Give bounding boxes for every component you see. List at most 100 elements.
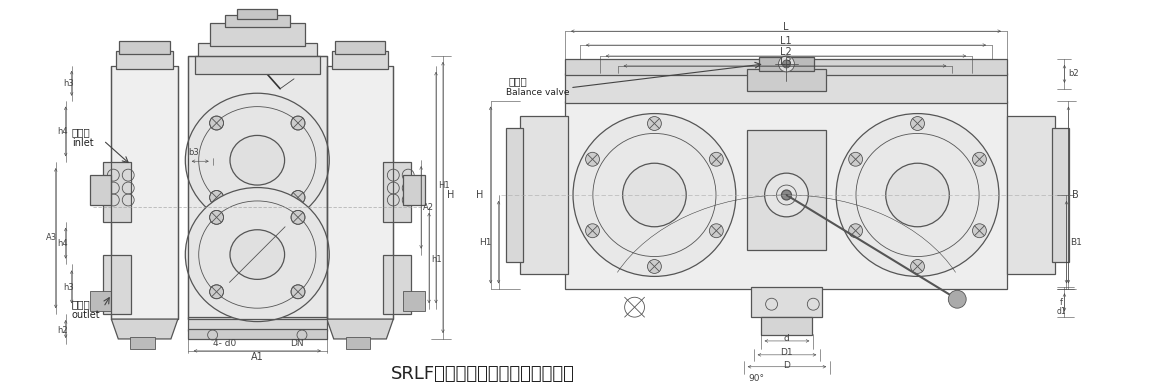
Text: 平衡阀: 平衡阀 [508, 76, 527, 86]
Bar [759, 57, 814, 71]
Circle shape [782, 190, 791, 200]
Text: Balance valve: Balance valve [506, 88, 569, 97]
Bar [565, 59, 1007, 75]
Bar [120, 41, 170, 54]
Bar [404, 291, 426, 311]
Bar [383, 255, 412, 314]
Circle shape [209, 191, 223, 204]
Text: H: H [476, 190, 484, 200]
Circle shape [911, 116, 925, 130]
Circle shape [886, 163, 949, 227]
Text: D1: D1 [780, 348, 792, 357]
Circle shape [622, 163, 687, 227]
Ellipse shape [230, 135, 284, 185]
Text: B: B [1073, 190, 1079, 200]
Bar [506, 128, 523, 262]
Text: 4- d0: 4- d0 [213, 340, 236, 348]
Bar [112, 66, 178, 319]
Text: D: D [783, 361, 790, 370]
Text: h2: h2 [58, 326, 68, 334]
Text: 出油口: 出油口 [71, 299, 91, 309]
Bar [104, 255, 131, 314]
Text: d1: d1 [1057, 307, 1066, 316]
Text: inlet: inlet [71, 139, 93, 148]
Bar [404, 175, 426, 205]
Text: b3: b3 [187, 148, 199, 157]
Text: DN: DN [290, 340, 304, 348]
Text: H: H [447, 190, 454, 200]
Bar [1051, 128, 1070, 262]
Text: h3: h3 [63, 283, 75, 292]
Bar [224, 15, 290, 27]
Text: b2: b2 [1068, 69, 1079, 78]
Text: B1: B1 [1071, 238, 1082, 247]
Text: h4: h4 [58, 127, 68, 136]
Circle shape [782, 60, 790, 68]
Circle shape [949, 290, 966, 308]
Circle shape [585, 224, 599, 238]
Bar [335, 41, 385, 54]
Circle shape [209, 116, 223, 130]
Bar [746, 130, 826, 249]
Text: 90°: 90° [749, 374, 765, 383]
Bar [187, 56, 327, 319]
Ellipse shape [185, 187, 329, 322]
Bar [383, 162, 412, 222]
Text: L1: L1 [780, 36, 791, 46]
Bar [90, 291, 112, 311]
Circle shape [209, 210, 223, 224]
Bar [751, 288, 822, 317]
Text: A2: A2 [423, 203, 434, 212]
Bar [104, 162, 131, 222]
Circle shape [291, 285, 305, 299]
Circle shape [765, 173, 808, 217]
Text: SRLF系列安装外形尺寸（可定制）: SRLF系列安装外形尺寸（可定制） [391, 365, 575, 383]
Bar [327, 66, 393, 319]
Text: A1: A1 [251, 352, 263, 362]
Bar [198, 43, 317, 66]
Circle shape [647, 116, 661, 130]
Bar [331, 51, 389, 69]
Circle shape [291, 116, 305, 130]
Text: outlet: outlet [71, 310, 100, 320]
Bar [187, 317, 327, 331]
Bar [187, 329, 327, 339]
Text: H1: H1 [480, 238, 491, 247]
Circle shape [973, 152, 987, 166]
Bar [565, 73, 1007, 103]
Circle shape [209, 285, 223, 299]
Circle shape [849, 224, 862, 238]
Bar [565, 100, 1007, 289]
Circle shape [585, 152, 599, 166]
Circle shape [710, 152, 723, 166]
Bar [760, 317, 812, 335]
Text: h4: h4 [58, 239, 68, 248]
Bar [1007, 116, 1055, 274]
Bar [521, 116, 568, 274]
Text: f: f [1059, 298, 1063, 307]
Bar [90, 175, 112, 205]
Polygon shape [112, 319, 178, 339]
Circle shape [973, 224, 987, 238]
Bar [346, 337, 370, 349]
Text: d: d [783, 334, 789, 343]
Bar [130, 337, 155, 349]
Circle shape [849, 152, 862, 166]
Text: L: L [783, 22, 788, 32]
Bar [209, 23, 305, 46]
Ellipse shape [185, 93, 329, 227]
Circle shape [573, 114, 736, 276]
Circle shape [710, 224, 723, 238]
Bar [228, 309, 288, 319]
Text: h1: h1 [431, 255, 442, 264]
Text: 进油口: 进油口 [71, 127, 91, 137]
Text: L2: L2 [780, 47, 791, 57]
Bar [746, 69, 826, 91]
Bar [194, 56, 320, 74]
Circle shape [291, 210, 305, 224]
Text: A3: A3 [46, 233, 58, 242]
Text: L3: L3 [780, 57, 791, 67]
Circle shape [836, 114, 999, 276]
Circle shape [779, 56, 795, 72]
Text: h3: h3 [63, 79, 75, 88]
